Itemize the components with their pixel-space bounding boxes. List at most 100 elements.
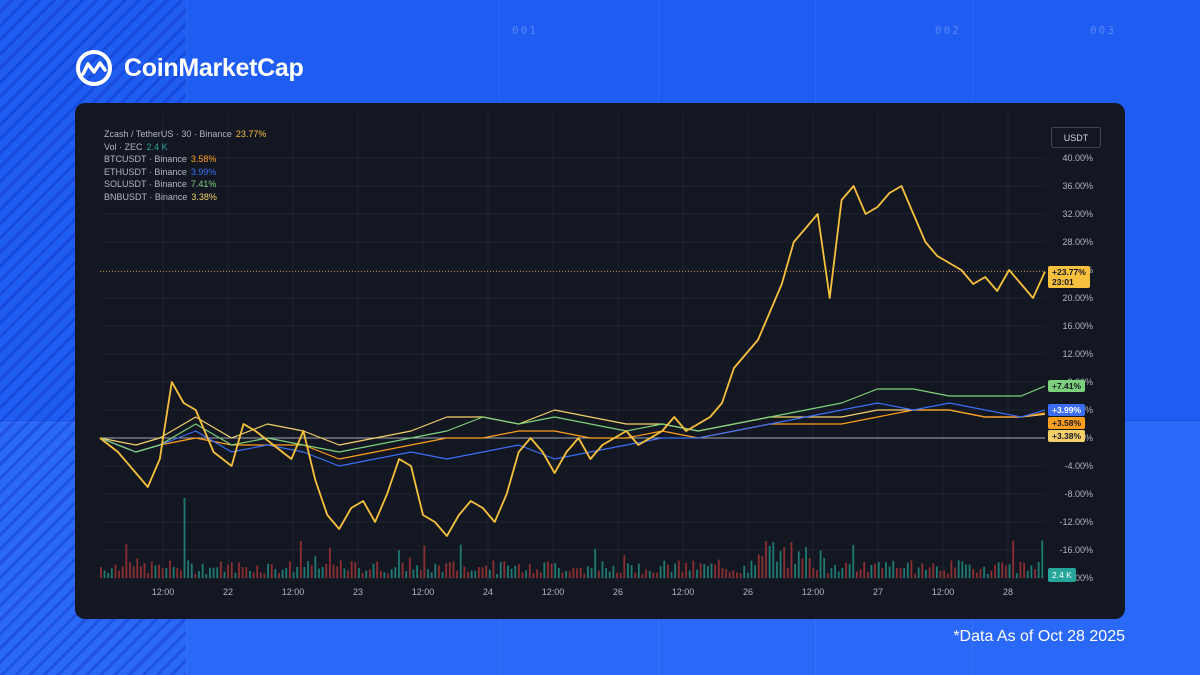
volume-bar [201, 563, 204, 578]
volume-bar [103, 570, 106, 578]
volume-bar [877, 562, 880, 578]
legend-row[interactable]: Zcash / TetherUS · 30 · Binance 23.77% [104, 128, 266, 141]
legend-label: BNBUSDT · Binance [104, 191, 188, 202]
volume-bar [950, 560, 953, 578]
legend-value: 3.99% [190, 166, 217, 177]
volume-bar [339, 560, 342, 578]
volume-bar [990, 570, 993, 578]
volume-bar [841, 568, 844, 578]
volume-bar [725, 568, 727, 578]
volume-bar [488, 569, 491, 578]
volume-bar [786, 567, 789, 578]
volume-bar [1026, 570, 1029, 578]
legend-value: 3.58% [190, 154, 217, 165]
legend-row[interactable]: BNBUSDT · Binance 3.38% [104, 191, 266, 204]
volume-bar [539, 572, 542, 578]
legend-row[interactable]: BTCUSDT · Binance 3.58% [104, 153, 266, 166]
volume-bar [619, 572, 622, 578]
legend-label: ETHUSDT · Binance [104, 166, 187, 177]
volume-bar [910, 560, 913, 578]
y-tick-label: -12.00% [1059, 517, 1093, 527]
volume-bar [721, 567, 724, 578]
volume-bar [328, 547, 331, 578]
legend-row[interactable]: ETHUSDT · Binance 3.99% [104, 166, 266, 179]
volume-bar [543, 562, 546, 578]
y-tick-label: 36.00% [1062, 181, 1093, 191]
volume-bar [441, 572, 444, 578]
volume-bar [401, 562, 404, 578]
volume-bar [1012, 540, 1015, 578]
volume-bar [681, 571, 684, 578]
volume-bar [801, 558, 804, 578]
volume-bar [917, 567, 920, 578]
volume-bar [794, 564, 797, 578]
volume-bar [292, 572, 295, 578]
volume-bar [714, 564, 717, 578]
currency-button[interactable]: USDT [1051, 127, 1101, 148]
price-chart[interactable]: 12:00 22 12:00 23 12:00 24 12:00 26 12:00 26 12:00… [75, 103, 1125, 619]
volume-bar [267, 563, 269, 578]
volume-bar [892, 561, 895, 578]
volume-bar [467, 571, 469, 578]
x-tick-label: 12:00 [672, 587, 695, 597]
volume-bar [746, 572, 749, 578]
coinmarketcap-logo-icon [76, 50, 112, 86]
volume-bar [176, 567, 179, 578]
x-tick-label: 12:00 [542, 587, 565, 597]
volume-bar [361, 572, 364, 578]
volume-bar [895, 568, 898, 578]
legend-row[interactable]: SOLUSDT · Binance 7.41% [104, 178, 266, 191]
volume-bar [783, 547, 786, 578]
volume-bar [158, 564, 160, 578]
volume-bar [994, 564, 996, 578]
x-tick-label: 27 [873, 587, 883, 597]
volume-bar [121, 566, 124, 578]
last-value-badge-zec: +23.77% 23:01 [1048, 265, 1090, 288]
volume-bar [587, 566, 589, 578]
volume-bar [136, 558, 139, 578]
volume-bar [743, 565, 746, 578]
volume-bar [757, 554, 760, 578]
volume-bar [1034, 569, 1036, 578]
legend-row[interactable]: Vol · ZEC 2.4 K [104, 141, 266, 154]
volume-bar [772, 542, 775, 578]
volume-bar [179, 570, 182, 578]
volume-bar [474, 570, 477, 578]
volume-bar [209, 567, 211, 578]
volume-bar [499, 562, 502, 578]
legend-value: 2.4 K [146, 141, 168, 152]
chart-panel: 12:00 22 12:00 23 12:00 24 12:00 26 12:00 26 12:00… [75, 103, 1125, 619]
volume-bar [205, 573, 208, 578]
volume-bar [550, 563, 553, 578]
badge-value: +23.77% [1052, 266, 1086, 277]
volume-bar [252, 572, 255, 578]
volume-bar [456, 570, 458, 578]
volume-bar [198, 570, 200, 578]
volume-bar [161, 567, 164, 578]
volume-bar [194, 573, 197, 578]
volume-bar [227, 564, 230, 578]
volume-bar [314, 556, 317, 578]
y-tick-label: 16.00% [1062, 321, 1093, 331]
x-tick-label: 28 [1003, 587, 1013, 597]
volume-bar [350, 561, 353, 578]
volume-bar [427, 569, 429, 578]
volume-bar [332, 564, 335, 578]
volume-bar [1030, 565, 1033, 578]
volume-bar [805, 547, 807, 578]
volume-bar [605, 568, 608, 578]
volume-bar [968, 564, 971, 578]
volume-bar [423, 545, 426, 578]
volume-bar [470, 570, 473, 578]
volume-bar [150, 561, 153, 578]
volume-bar [379, 570, 382, 578]
volume-bar [870, 565, 873, 578]
series-line-bnb [99, 409, 1046, 446]
volume-bar [674, 563, 677, 578]
legend-label: SOLUSDT · Binance [104, 179, 187, 190]
volume-bar [223, 571, 226, 578]
brand-logo[interactable]: CoinMarketCap [74, 48, 304, 88]
volume-bar [925, 569, 927, 578]
volume-bar [125, 544, 128, 578]
volume-bar [129, 562, 131, 578]
